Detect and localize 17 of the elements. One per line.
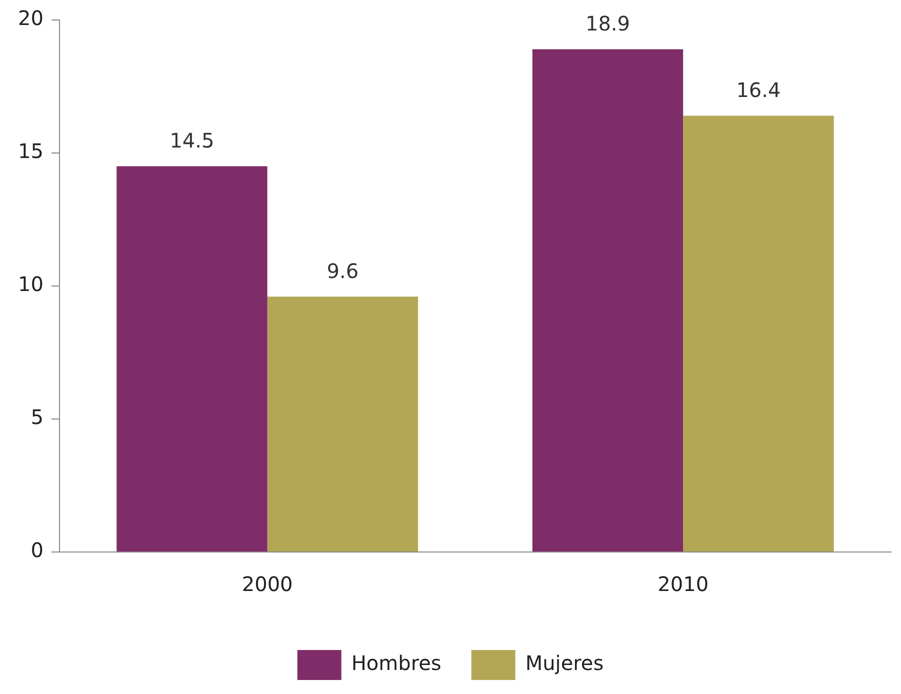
- data-label: 16.4: [736, 78, 781, 102]
- bar: [683, 116, 834, 552]
- bar: [532, 49, 684, 552]
- y-tick-label: 10: [18, 272, 44, 296]
- legend-label: Mujeres: [525, 651, 604, 676]
- x-tick-label: 2000: [242, 572, 293, 596]
- y-tick-label: 20: [18, 6, 44, 30]
- y-tick-label: 15: [18, 139, 44, 164]
- bar: [267, 296, 418, 552]
- x-tick-label: 2010: [658, 572, 709, 596]
- legend-label: Hombres: [351, 651, 442, 676]
- data-label: 14.5: [170, 128, 214, 153]
- y-tick-label: 0: [30, 538, 44, 562]
- y-tick-label: 5: [30, 405, 44, 430]
- data-label: 9.6: [326, 258, 359, 283]
- data-label: 18.9: [585, 11, 630, 36]
- bar: [116, 166, 268, 552]
